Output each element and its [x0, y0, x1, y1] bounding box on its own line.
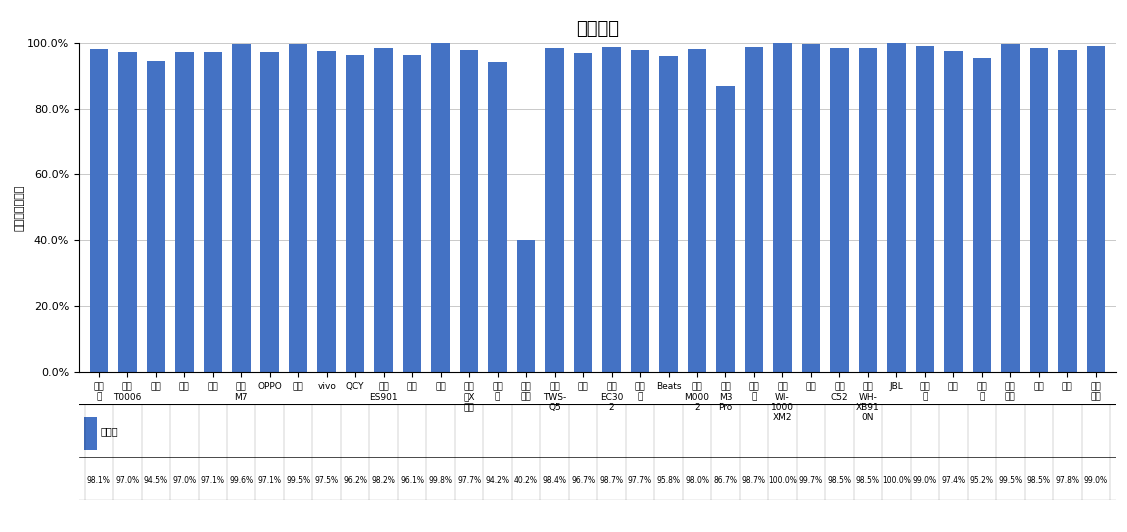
Bar: [545, 48, 564, 372]
Text: 98.7%: 98.7%: [742, 477, 766, 485]
Bar: [973, 59, 991, 372]
Text: 97.1%: 97.1%: [258, 477, 282, 485]
Text: 97.0%: 97.0%: [172, 477, 196, 485]
Bar: [89, 49, 108, 372]
Text: 97.5%: 97.5%: [314, 477, 339, 485]
Text: 97.0%: 97.0%: [115, 477, 140, 485]
Y-axis label: 主观测试正确率: 主观测试正确率: [15, 184, 24, 231]
Text: 98.4%: 98.4%: [542, 477, 567, 485]
Text: 正确率: 正确率: [100, 426, 118, 436]
Text: 98.7%: 98.7%: [600, 477, 623, 485]
Bar: [118, 53, 136, 372]
Bar: [717, 86, 735, 372]
Text: 99.6%: 99.6%: [229, 477, 254, 485]
Text: 96.1%: 96.1%: [400, 477, 424, 485]
Text: 97.1%: 97.1%: [201, 477, 224, 485]
Bar: [374, 48, 393, 372]
Bar: [1030, 47, 1048, 372]
Bar: [432, 43, 450, 372]
Text: 99.5%: 99.5%: [999, 477, 1022, 485]
Bar: [887, 43, 906, 372]
Bar: [745, 47, 763, 372]
Bar: [631, 50, 649, 372]
Text: 99.8%: 99.8%: [428, 477, 453, 485]
Text: 98.0%: 98.0%: [685, 477, 709, 485]
Text: 86.7%: 86.7%: [713, 477, 737, 485]
Bar: [1058, 50, 1076, 372]
Bar: [574, 53, 593, 372]
Bar: [403, 55, 421, 372]
Bar: [318, 51, 336, 372]
Text: 96.2%: 96.2%: [344, 477, 367, 485]
Bar: [1086, 46, 1106, 372]
Text: 96.7%: 96.7%: [571, 477, 595, 485]
Bar: [659, 56, 677, 372]
Text: 98.5%: 98.5%: [855, 477, 880, 485]
Bar: [687, 49, 707, 372]
Text: 99.0%: 99.0%: [913, 477, 937, 485]
Text: 97.7%: 97.7%: [458, 477, 481, 485]
Text: 94.5%: 94.5%: [144, 477, 168, 485]
Text: 40.2%: 40.2%: [514, 477, 538, 485]
Bar: [175, 53, 194, 372]
Text: 99.7%: 99.7%: [799, 477, 823, 485]
Title: 通话降噪: 通话降噪: [576, 20, 619, 38]
Bar: [488, 62, 507, 372]
Text: 98.1%: 98.1%: [87, 477, 110, 485]
Text: 98.2%: 98.2%: [372, 477, 396, 485]
Text: 95.2%: 95.2%: [970, 477, 994, 485]
Text: 99.5%: 99.5%: [286, 477, 310, 485]
Bar: [289, 44, 308, 372]
Bar: [915, 46, 934, 372]
Bar: [204, 52, 222, 372]
Bar: [346, 55, 364, 372]
Bar: [801, 44, 820, 372]
Bar: [260, 52, 279, 372]
Text: 100.0%: 100.0%: [882, 477, 911, 485]
Bar: [1001, 44, 1020, 372]
Bar: [232, 44, 250, 372]
Text: 98.5%: 98.5%: [1027, 477, 1050, 485]
Bar: [602, 47, 621, 372]
Bar: [831, 47, 849, 372]
Text: 97.7%: 97.7%: [628, 477, 653, 485]
Bar: [517, 240, 535, 372]
Bar: [944, 51, 962, 372]
Text: 98.5%: 98.5%: [827, 477, 851, 485]
Text: 97.4%: 97.4%: [941, 477, 966, 485]
Bar: [773, 43, 791, 372]
Text: 99.0%: 99.0%: [1084, 477, 1108, 485]
Text: 100.0%: 100.0%: [767, 477, 797, 485]
FancyBboxPatch shape: [85, 417, 97, 450]
Text: 95.8%: 95.8%: [657, 477, 681, 485]
Bar: [460, 50, 478, 372]
Text: 97.8%: 97.8%: [1055, 477, 1080, 485]
Bar: [147, 61, 165, 372]
Text: 94.2%: 94.2%: [486, 477, 509, 485]
Bar: [859, 47, 877, 372]
